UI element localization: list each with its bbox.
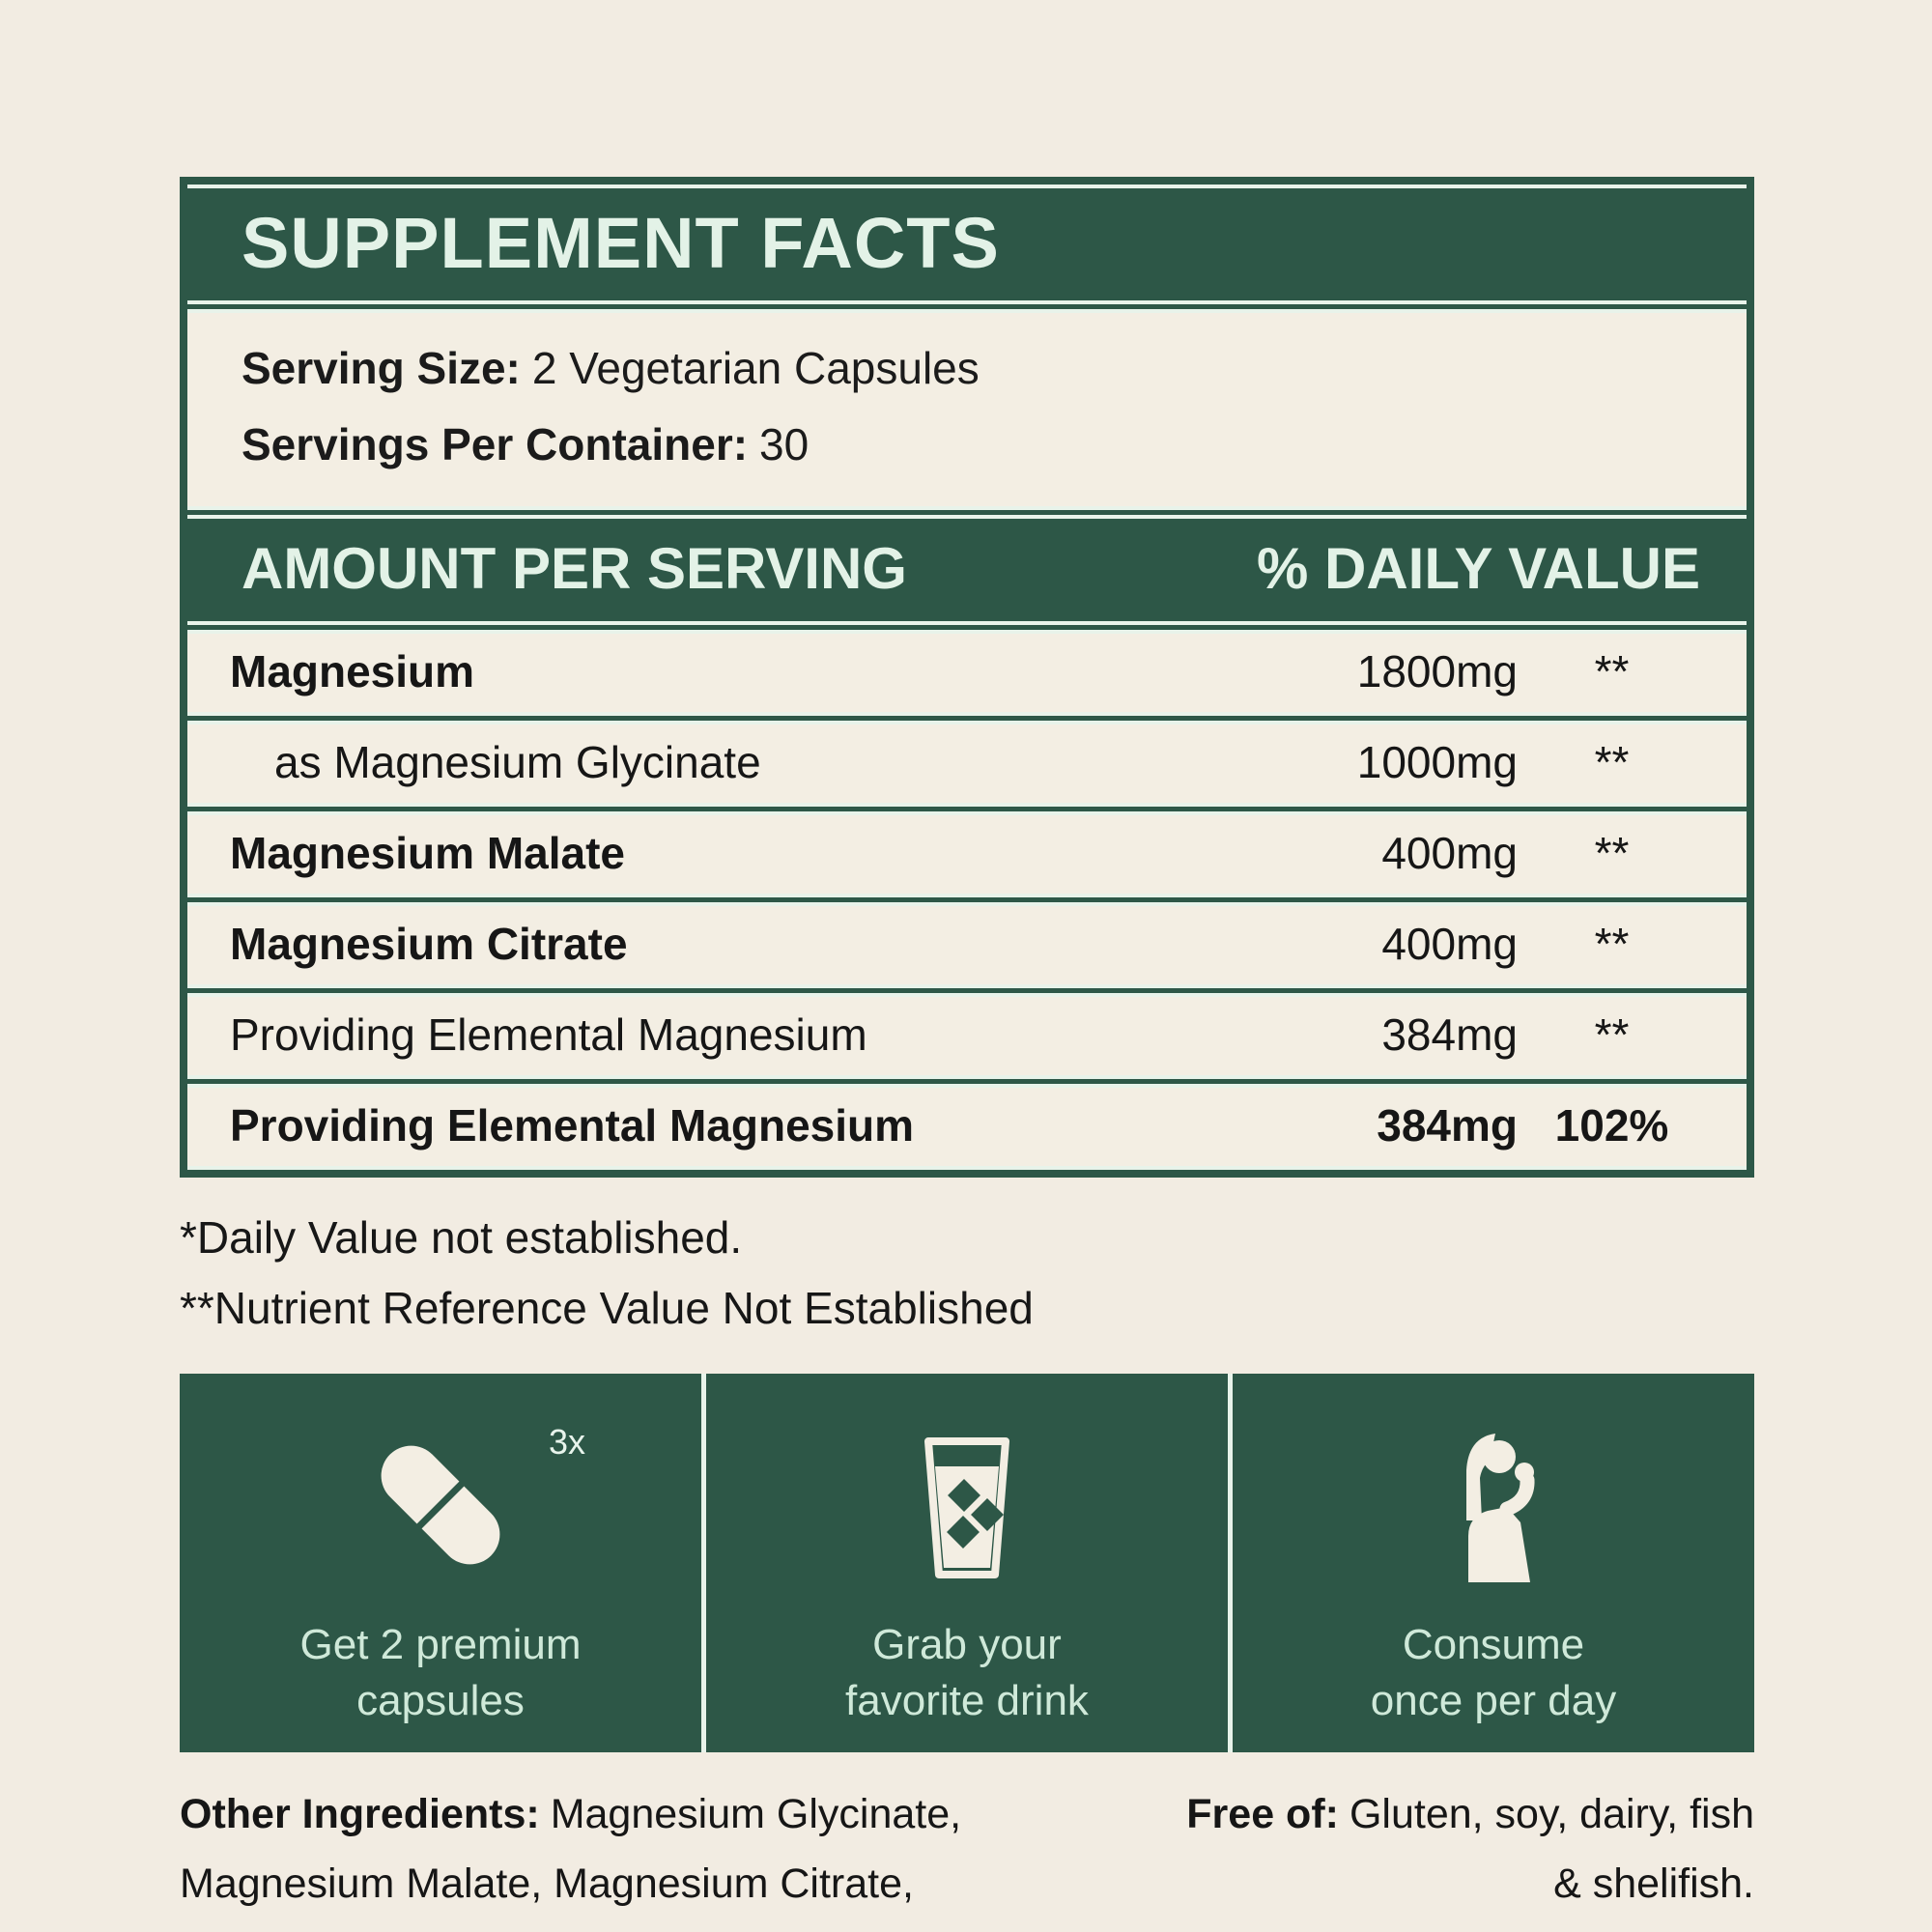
serving-size-line: Serving Size: 2 Vegetarian Capsules bbox=[242, 330, 1708, 407]
nutrient-daily-value: ** bbox=[1594, 828, 1630, 878]
other-ingredients-line2: Magnesium Malate, Magnesium Citrate, bbox=[180, 1860, 914, 1907]
capsule-icon: 3x bbox=[359, 1422, 585, 1594]
other-ingredients-line1: Other Ingredients: Magnesium Glycinate, bbox=[180, 1790, 962, 1837]
free-of-line1: Free of: Gluten, soy, dairy, fish bbox=[1186, 1790, 1754, 1837]
other-ingredients-line3: Magnesium Stearate, Plant based Capsule … bbox=[180, 1918, 1136, 1932]
supplement-facts-title: SUPPLEMENT FACTS bbox=[187, 185, 1747, 304]
serving-info-section: Serving Size: 2 Vegetarian Capsules Servi… bbox=[187, 309, 1747, 511]
bottom-text: Other Ingredients: Magnesium Glycinate, M… bbox=[180, 1779, 1754, 1932]
servings-per-container-line: Servings Per Container: 30 bbox=[242, 407, 1708, 483]
supplement-facts-table: SUPPLEMENT FACTS Serving Size: 2 Vegetari… bbox=[180, 177, 1754, 1178]
free-of-label: Free of: bbox=[1186, 1790, 1339, 1837]
nutrient-daily-value: 102% bbox=[1554, 1099, 1669, 1151]
servings-per-container-value: 30 bbox=[759, 419, 810, 470]
panel-caption: Grab your favorite drink bbox=[845, 1620, 1089, 1724]
nutrient-name: Magnesium bbox=[230, 646, 475, 697]
nutrient-name: as Magnesium Glycinate bbox=[274, 737, 761, 788]
nutrient-daily-value: ** bbox=[1594, 918, 1630, 969]
servings-per-container-label: Servings Per Container: bbox=[242, 419, 749, 470]
nutrient-name: Providing Elemental Magnesium bbox=[230, 1099, 915, 1151]
panel-caption: Consume once per day bbox=[1370, 1620, 1617, 1724]
table-row: Providing Elemental Magnesium 384mg 102% bbox=[187, 1083, 1747, 1170]
amount-per-serving-header: AMOUNT PER SERVING bbox=[242, 536, 907, 602]
table-row: as Magnesium Glycinate 1000mg ** bbox=[187, 721, 1747, 807]
other-ingredients-label: Other Ingredients: bbox=[180, 1790, 540, 1837]
nutrient-amount: 400mg bbox=[1381, 918, 1518, 969]
nutrient-name: Magnesium Malate bbox=[230, 828, 625, 878]
panel-drink: Grab your favorite drink bbox=[706, 1373, 1228, 1752]
panel-consume: Consume once per day bbox=[1233, 1373, 1754, 1752]
person-drinking-icon bbox=[1412, 1424, 1575, 1594]
capsule-count-badge: 3x bbox=[548, 1421, 585, 1462]
serving-size-label: Serving Size: bbox=[242, 343, 521, 393]
nutrient-name: Providing Elemental Magnesium bbox=[230, 1009, 867, 1060]
nutrient-daily-value: ** bbox=[1594, 1009, 1630, 1060]
drink-glass-icon bbox=[886, 1424, 1048, 1594]
other-ingredients: Other Ingredients: Magnesium Glycinate, M… bbox=[180, 1779, 1136, 1932]
panel-capsules: 3x Get 2 premium capsules bbox=[180, 1373, 701, 1752]
nutrient-daily-value: ** bbox=[1594, 737, 1630, 788]
usage-panels: 3x Get 2 premium capsules bbox=[180, 1373, 1754, 1752]
table-row: Providing Elemental Magnesium 384mg ** bbox=[187, 992, 1747, 1079]
free-of: Free of: Gluten, soy, dairy, fish & sheli… bbox=[1175, 1779, 1754, 1932]
panel-caption: Get 2 premium capsules bbox=[299, 1620, 582, 1724]
nutrient-name: Magnesium Citrate bbox=[230, 918, 628, 969]
table-row: Magnesium Citrate 400mg ** bbox=[187, 901, 1747, 988]
nutrient-daily-value: ** bbox=[1594, 646, 1630, 697]
nutrient-amount: 1800mg bbox=[1356, 646, 1518, 697]
serving-size-value: 2 Vegetarian Capsules bbox=[531, 343, 980, 393]
footnotes: *Daily Value not established. **Nutrient… bbox=[180, 1203, 1754, 1345]
label-content: SUPPLEMENT FACTS Serving Size: 2 Vegetari… bbox=[180, 177, 1754, 1932]
free-of-line2: & shelifish. bbox=[1553, 1860, 1754, 1907]
nutrient-amount: 1000mg bbox=[1356, 737, 1518, 788]
table-row: Magnesium 1800mg ** bbox=[187, 630, 1747, 717]
footnote-daily-value: *Daily Value not established. bbox=[180, 1211, 743, 1263]
nutrient-amount: 400mg bbox=[1381, 828, 1518, 878]
table-column-header-bar: AMOUNT PER SERVING % DAILY VALUE bbox=[187, 515, 1747, 626]
nutrient-amount: 384mg bbox=[1381, 1009, 1518, 1060]
table-row: Magnesium Malate 400mg ** bbox=[187, 811, 1747, 897]
daily-value-header: % DAILY VALUE bbox=[1257, 536, 1700, 602]
footnote-nutrient-reference: **Nutrient Reference Value Not Establish… bbox=[180, 1283, 1034, 1334]
nutrient-amount: 384mg bbox=[1377, 1099, 1518, 1151]
